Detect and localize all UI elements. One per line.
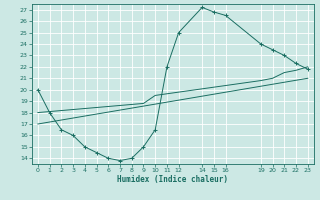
X-axis label: Humidex (Indice chaleur): Humidex (Indice chaleur) — [117, 175, 228, 184]
